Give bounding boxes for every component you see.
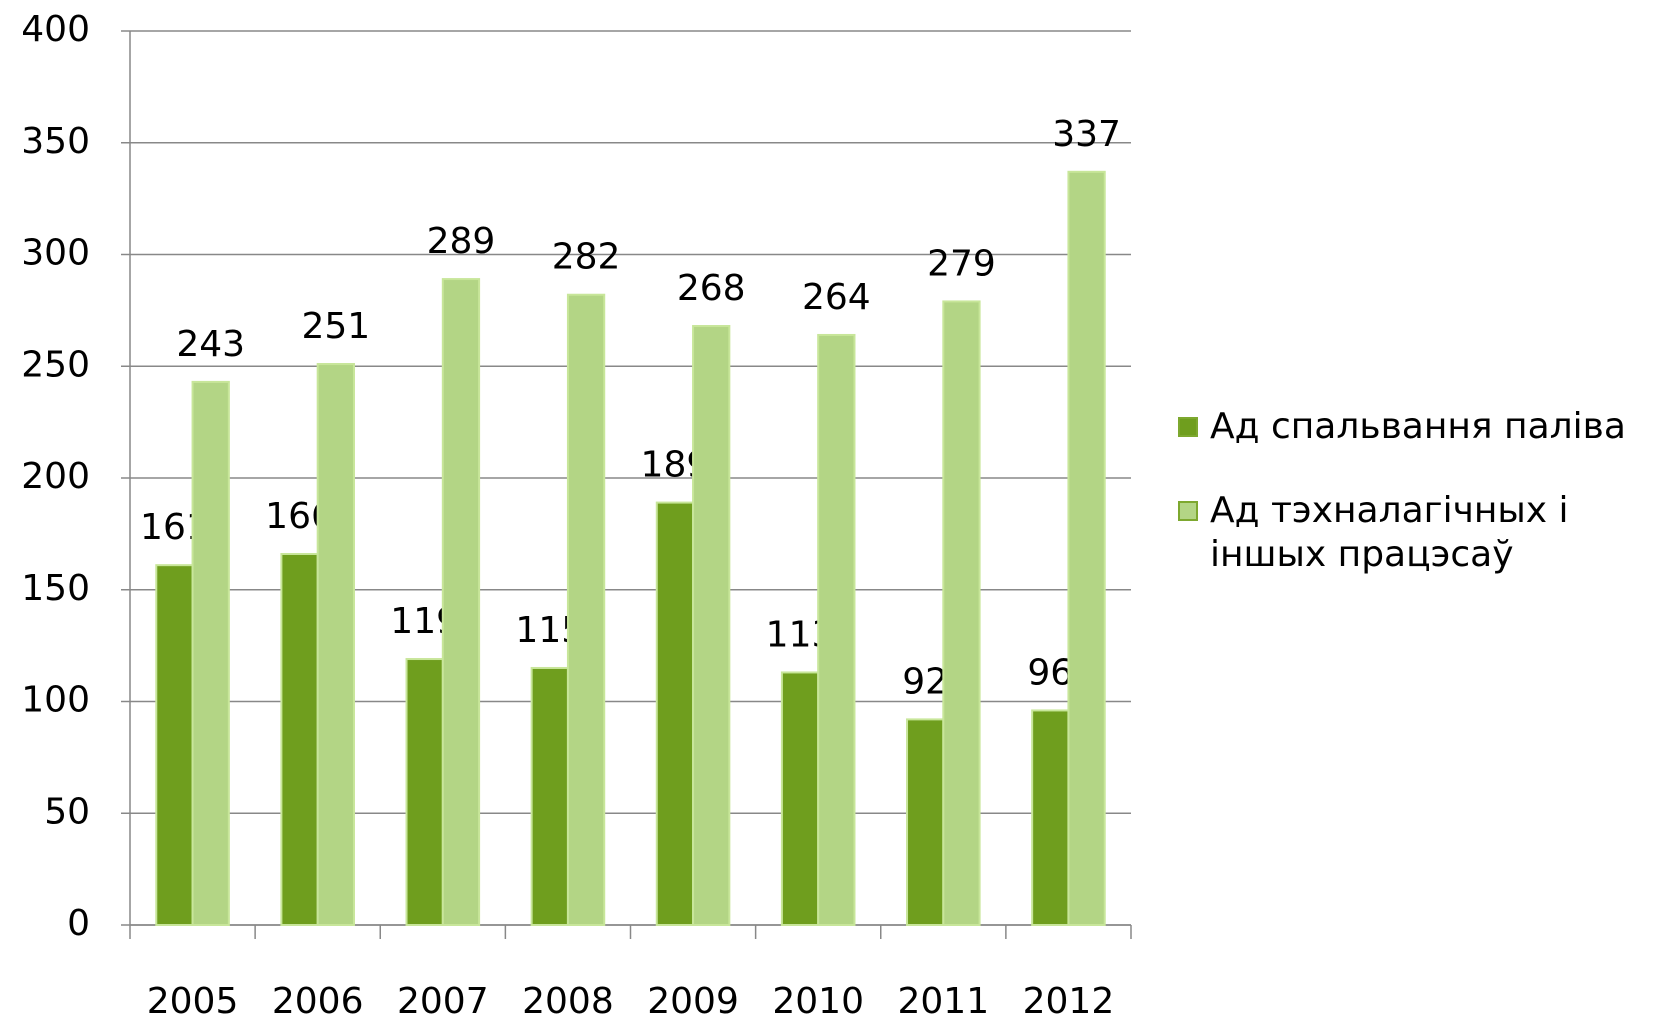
bar <box>1067 170 1106 926</box>
data-label: 251 <box>301 306 370 347</box>
x-tick-label: 2005 <box>147 981 239 1022</box>
bar <box>155 564 194 926</box>
y-tick-label: 250 <box>21 344 90 385</box>
bar <box>405 658 444 926</box>
data-label: 268 <box>677 268 746 309</box>
bar <box>817 333 856 926</box>
data-label: 279 <box>927 243 996 284</box>
y-tick-label: 400 <box>21 9 90 50</box>
y-tick-label: 150 <box>21 568 90 609</box>
bar <box>441 278 481 926</box>
y-tick-label: 300 <box>21 233 90 274</box>
x-tick-label: 2011 <box>898 981 990 1022</box>
bar <box>191 380 230 926</box>
bar <box>692 325 731 926</box>
bar <box>906 718 945 926</box>
bar <box>530 666 569 926</box>
bar <box>566 293 606 927</box>
x-tick-label: 2007 <box>397 981 489 1022</box>
bar <box>1031 709 1070 926</box>
legend-label: Ад тэхналагічных і іншых працэсаў <box>1210 490 1569 575</box>
bar <box>316 363 355 926</box>
bar <box>655 501 695 926</box>
data-label: 289 <box>427 221 496 262</box>
y-tick-label: 100 <box>21 680 90 721</box>
y-tick-label: 200 <box>21 456 90 497</box>
x-tick-label: 2012 <box>1023 981 1115 1022</box>
data-label: 282 <box>552 237 621 278</box>
bar <box>780 671 820 926</box>
legend-item: Ад спальвання паліва <box>1178 405 1658 449</box>
legend-swatch <box>1178 501 1198 521</box>
data-label: 243 <box>176 324 245 365</box>
x-tick-label: 2010 <box>772 981 864 1022</box>
data-label: 337 <box>1052 114 1121 155</box>
bar <box>942 300 981 926</box>
x-tick-label: 2009 <box>647 981 739 1022</box>
data-label: 96 <box>1027 652 1073 693</box>
legend-label: Ад спальвання паліва <box>1210 406 1626 447</box>
y-tick-label: 350 <box>21 121 90 162</box>
x-tick-label: 2006 <box>272 981 364 1022</box>
data-label: 264 <box>802 277 871 318</box>
y-tick-label: 0 <box>67 903 90 944</box>
legend: Ад спальвання паліва Ад тэхналагічных і і… <box>1178 405 1658 617</box>
legend-item: Ад тэхналагічных і іншых працэсаў <box>1178 489 1658 577</box>
x-tick-label: 2008 <box>522 981 614 1022</box>
bar <box>280 552 319 926</box>
legend-swatch <box>1178 417 1198 437</box>
y-tick-label: 50 <box>44 791 90 832</box>
data-label: 92 <box>902 661 948 702</box>
